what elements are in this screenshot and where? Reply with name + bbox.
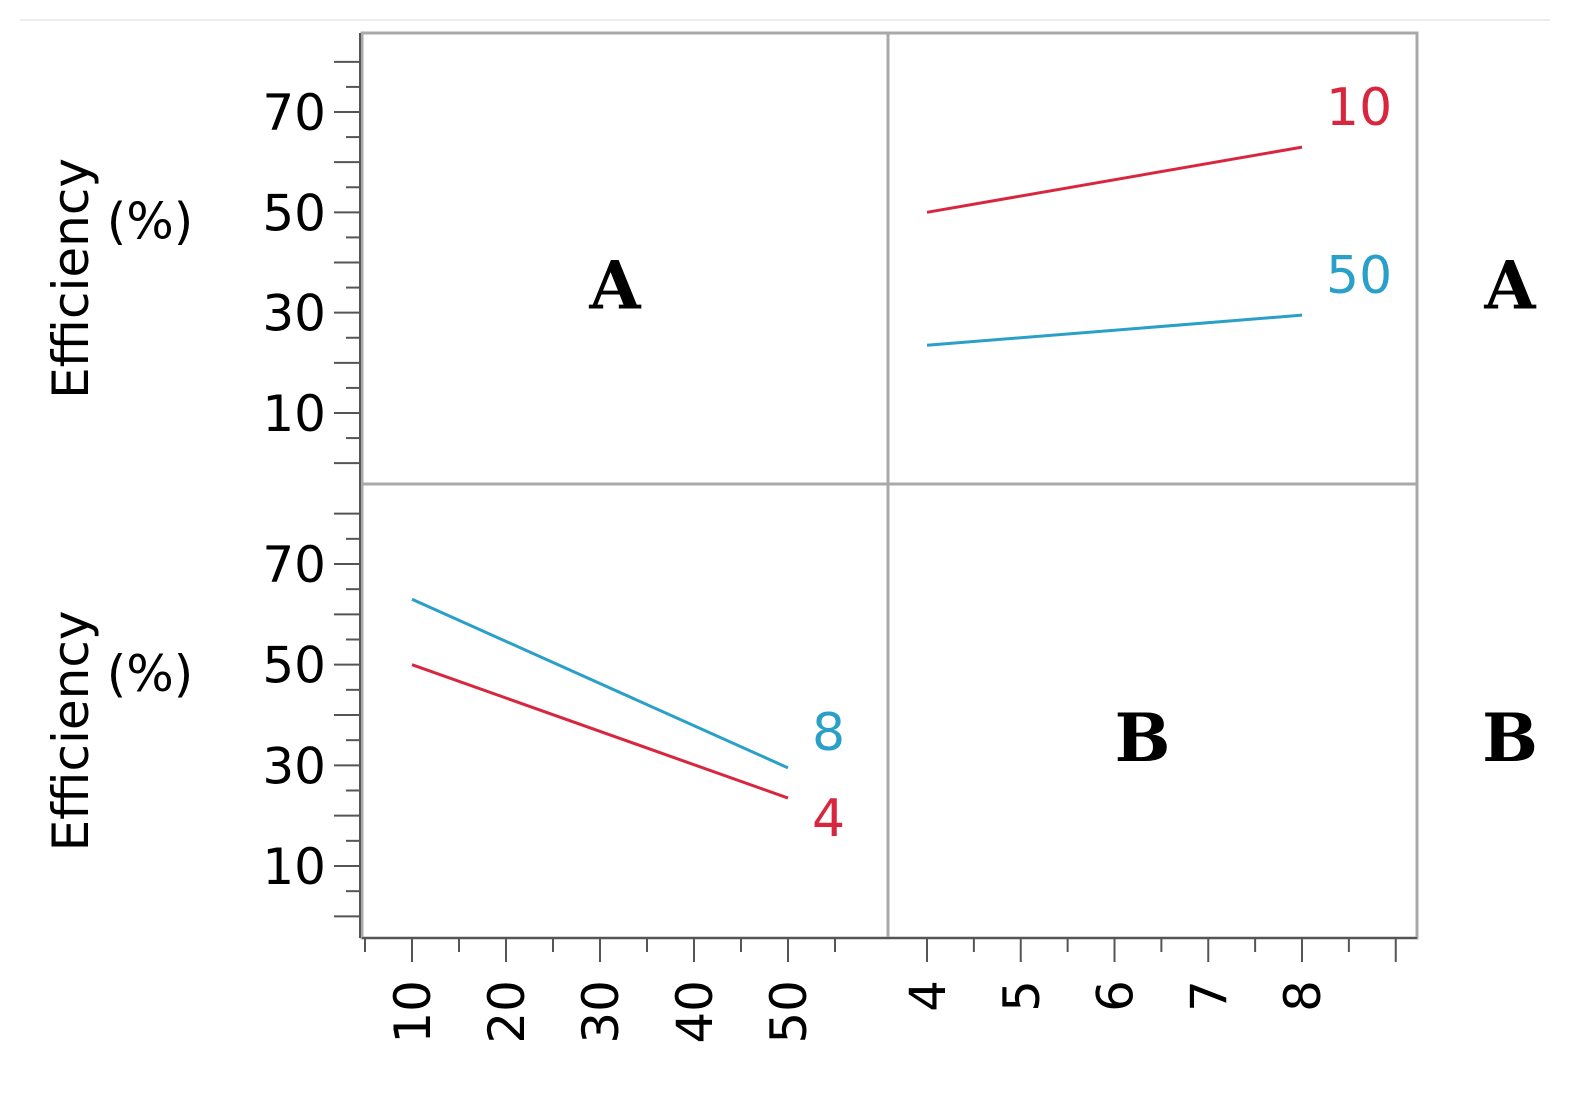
y-tick-label-50-row1: 50 <box>262 184 326 242</box>
y-tick-label-70-row1: 70 <box>262 84 326 142</box>
series-label-A-50: 50 <box>1326 246 1392 306</box>
row-label-B: B <box>1482 699 1538 777</box>
y-tick-label-10-row1: 10 <box>262 385 326 443</box>
series-line-B-4 <box>411 663 789 800</box>
panel-frame-r1c0 <box>360 482 890 940</box>
x-tick-label-A-50: 50 <box>760 980 818 1044</box>
y-tick-label-50-row2: 50 <box>262 637 326 695</box>
x-tick-label-B-8: 8 <box>1274 980 1332 1012</box>
x-tick-label-B-4: 4 <box>899 980 957 1012</box>
series-label-B-4: 4 <box>812 789 845 849</box>
series-line-A-10 <box>926 145 1303 214</box>
x-tick-label-A-40: 40 <box>666 980 724 1044</box>
x-tick-label-A-20: 20 <box>478 980 536 1044</box>
row-label-A: A <box>1483 247 1536 325</box>
x-tick-label-A-10: 10 <box>384 980 442 1044</box>
x-tick-label-A-30: 30 <box>572 980 630 1044</box>
diagonal-label-A: A <box>588 247 641 325</box>
series-label-A-10: 10 <box>1326 78 1392 138</box>
y-tick-label-30-row2: 30 <box>262 737 326 795</box>
x-tick-label-B-5: 5 <box>993 980 1051 1012</box>
y-tick-label-30-row1: 30 <box>262 285 326 343</box>
series-line-B-8 <box>411 597 789 770</box>
diagonal-label-B: B <box>1115 699 1171 777</box>
series-line-A-50 <box>926 313 1303 347</box>
x-tick-label-B-6: 6 <box>1087 980 1145 1012</box>
y-tick-label-10-row2: 10 <box>262 838 326 896</box>
x-tick-label-B-7: 7 <box>1180 980 1238 1012</box>
y-axis-title-line1-row1: Efficiency <box>42 158 100 399</box>
y-axis-title-line2-row2: (%) <box>107 645 194 703</box>
y-tick-label-70-row2: 70 <box>262 536 326 594</box>
series-label-B-8: 8 <box>812 703 845 763</box>
y-axis-title-line2-row1: (%) <box>107 193 194 251</box>
y-axis-title-line1-row2: Efficiency <box>42 611 100 852</box>
